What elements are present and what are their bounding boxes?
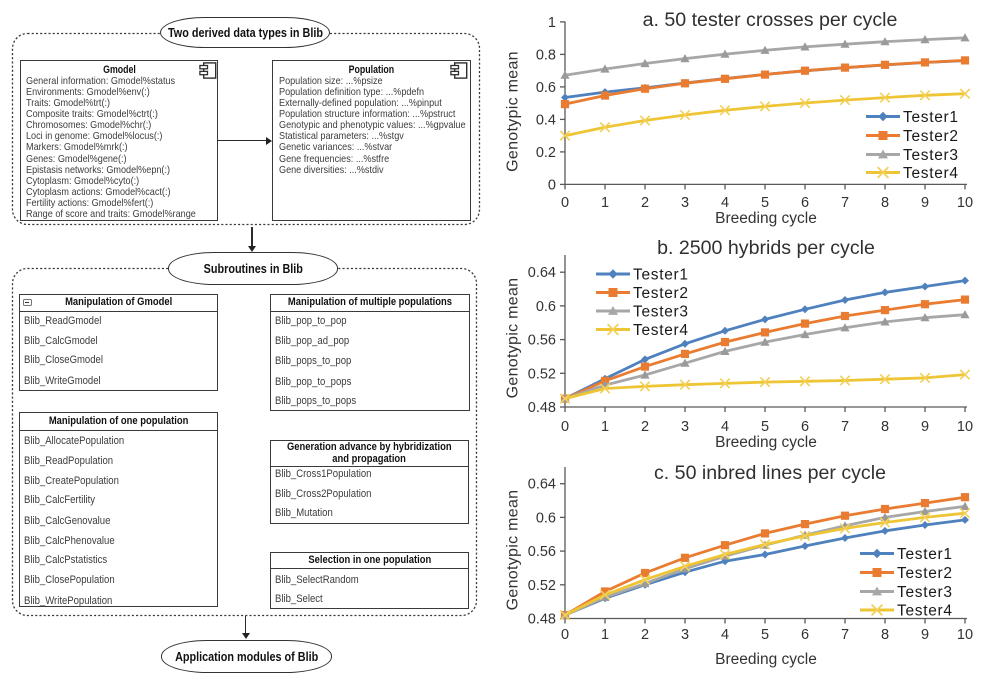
svg-text:0.4: 0.4 bbox=[536, 112, 556, 128]
svg-text:0.2: 0.2 bbox=[536, 145, 556, 161]
svg-text:0: 0 bbox=[561, 627, 569, 643]
svg-text:0: 0 bbox=[561, 419, 569, 435]
svg-text:Tester1: Tester1 bbox=[897, 546, 953, 563]
svg-text:2: 2 bbox=[641, 195, 649, 211]
svg-text:0.6: 0.6 bbox=[536, 299, 556, 315]
svg-text:Tester1: Tester1 bbox=[903, 109, 959, 126]
svg-text:b. 2500 hybrids per cycle: b. 2500 hybrids per cycle bbox=[657, 237, 875, 259]
svg-text:0.48: 0.48 bbox=[528, 400, 556, 416]
svg-text:5: 5 bbox=[761, 627, 769, 643]
svg-text:6: 6 bbox=[801, 627, 809, 643]
svg-text:1: 1 bbox=[548, 15, 556, 31]
svg-text:10: 10 bbox=[957, 627, 973, 643]
svg-text:0.64: 0.64 bbox=[528, 265, 556, 281]
svg-text:3: 3 bbox=[681, 419, 689, 435]
svg-text:2: 2 bbox=[641, 419, 649, 435]
svg-text:10: 10 bbox=[957, 419, 973, 435]
svg-text:2: 2 bbox=[641, 627, 649, 643]
svg-text:4: 4 bbox=[721, 419, 729, 435]
svg-text:Genotypic mean: Genotypic mean bbox=[505, 490, 522, 611]
svg-text:Tester1: Tester1 bbox=[633, 267, 689, 284]
svg-text:0.56: 0.56 bbox=[528, 333, 556, 349]
svg-text:Tester2: Tester2 bbox=[903, 128, 959, 145]
svg-text:Breeding cycle: Breeding cycle bbox=[715, 210, 817, 227]
svg-text:6: 6 bbox=[801, 419, 809, 435]
svg-text:0: 0 bbox=[548, 177, 556, 193]
svg-text:Tester3: Tester3 bbox=[633, 304, 689, 321]
svg-text:0.64: 0.64 bbox=[528, 477, 556, 493]
svg-text:7: 7 bbox=[841, 627, 849, 643]
svg-text:1: 1 bbox=[601, 195, 609, 211]
svg-text:5: 5 bbox=[761, 419, 769, 435]
svg-text:8: 8 bbox=[881, 195, 889, 211]
svg-text:9: 9 bbox=[921, 627, 929, 643]
svg-text:a. 50 tester crosses per cycle: a. 50 tester crosses per cycle bbox=[643, 9, 898, 31]
svg-text:7: 7 bbox=[841, 195, 849, 211]
svg-text:0.48: 0.48 bbox=[528, 612, 556, 628]
svg-text:8: 8 bbox=[881, 627, 889, 643]
svg-text:0.6: 0.6 bbox=[536, 510, 556, 526]
svg-text:3: 3 bbox=[681, 195, 689, 211]
svg-text:Tester4: Tester4 bbox=[897, 603, 953, 620]
svg-text:8: 8 bbox=[881, 419, 889, 435]
svg-text:c. 50 inbred lines per cycle: c. 50 inbred lines per cycle bbox=[654, 462, 886, 484]
svg-text:Tester2: Tester2 bbox=[897, 565, 953, 582]
svg-text:0: 0 bbox=[561, 195, 569, 211]
svg-text:Tester4: Tester4 bbox=[903, 165, 959, 182]
svg-text:0.56: 0.56 bbox=[528, 544, 556, 560]
svg-text:9: 9 bbox=[921, 419, 929, 435]
svg-text:5: 5 bbox=[761, 195, 769, 211]
svg-text:0.8: 0.8 bbox=[536, 47, 556, 63]
svg-text:4: 4 bbox=[721, 627, 729, 643]
svg-text:Breeding cycle: Breeding cycle bbox=[715, 651, 817, 668]
svg-text:Tester2: Tester2 bbox=[633, 285, 689, 302]
svg-text:Tester3: Tester3 bbox=[903, 147, 959, 164]
svg-text:0.6: 0.6 bbox=[536, 80, 556, 96]
svg-text:0.52: 0.52 bbox=[528, 366, 556, 382]
svg-text:1: 1 bbox=[601, 627, 609, 643]
svg-text:Genotypic mean: Genotypic mean bbox=[505, 278, 522, 399]
svg-text:Tester4: Tester4 bbox=[633, 322, 689, 339]
svg-text:7: 7 bbox=[841, 419, 849, 435]
svg-text:Genotypic mean: Genotypic mean bbox=[505, 51, 522, 172]
svg-text:9: 9 bbox=[921, 195, 929, 211]
svg-text:10: 10 bbox=[957, 195, 973, 211]
svg-text:0.52: 0.52 bbox=[528, 578, 556, 594]
svg-text:6: 6 bbox=[801, 195, 809, 211]
svg-text:4: 4 bbox=[721, 195, 729, 211]
svg-text:3: 3 bbox=[681, 627, 689, 643]
svg-text:Breeding cycle: Breeding cycle bbox=[715, 434, 817, 451]
svg-text:Tester3: Tester3 bbox=[897, 584, 953, 601]
svg-text:1: 1 bbox=[601, 419, 609, 435]
